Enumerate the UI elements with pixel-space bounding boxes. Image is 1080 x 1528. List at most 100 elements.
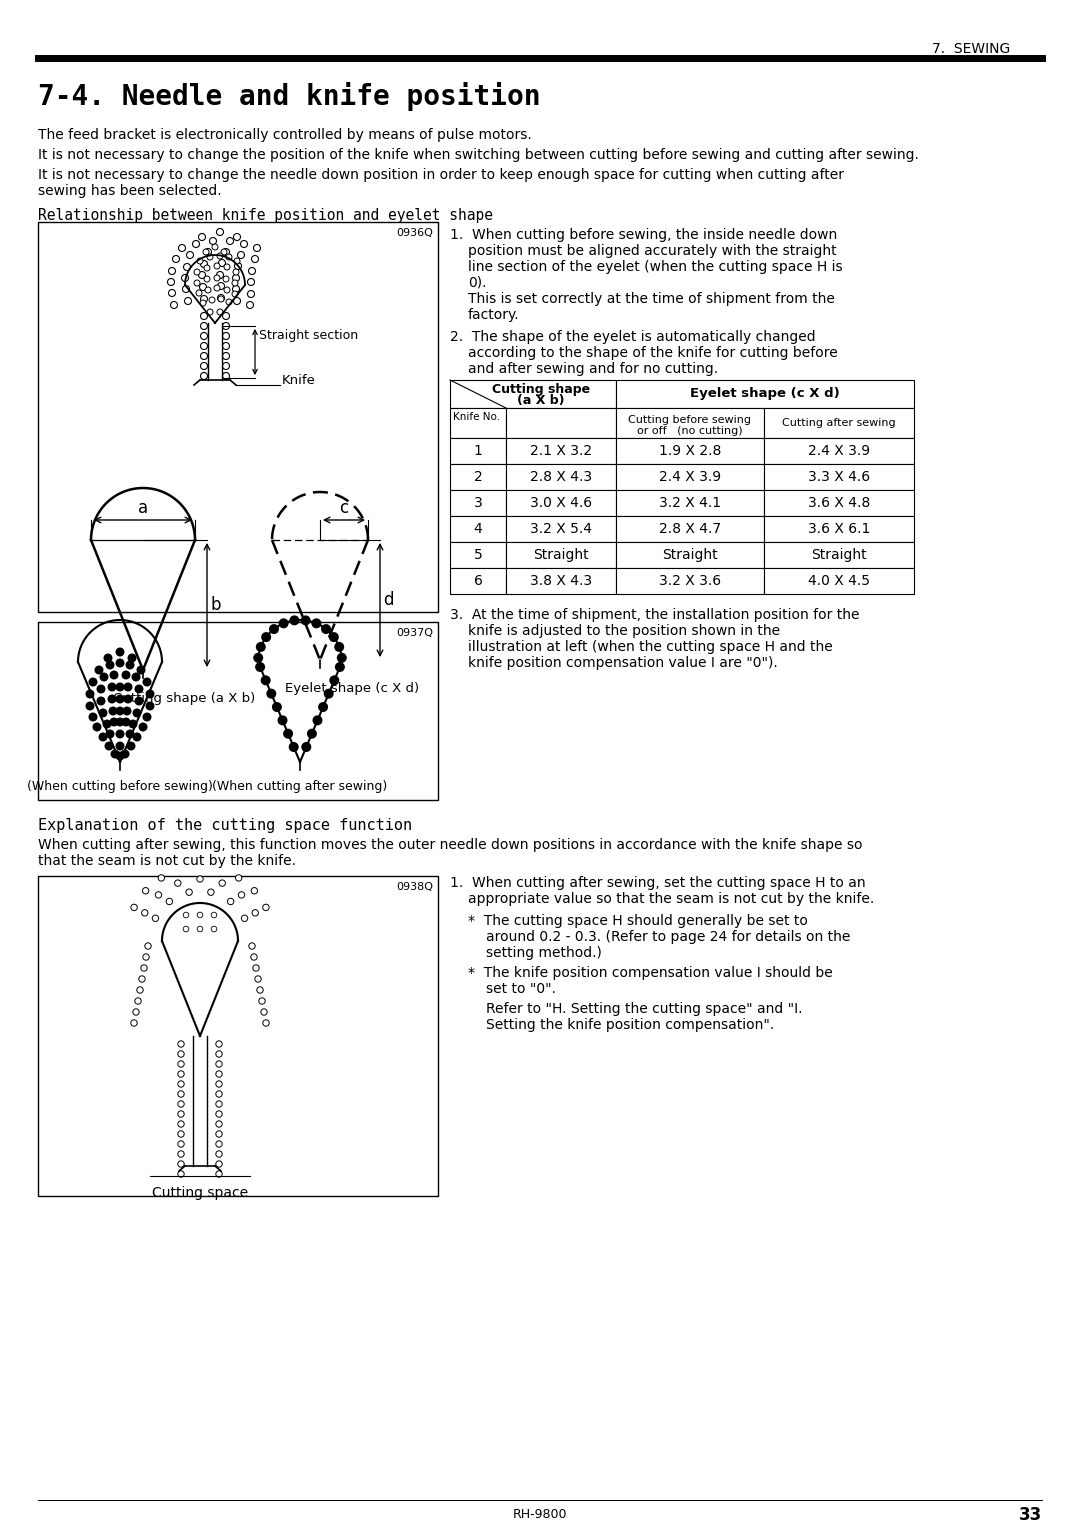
Text: When cutting after sewing, this function moves the outer needle down positions i: When cutting after sewing, this function… — [38, 837, 863, 853]
Circle shape — [248, 267, 256, 275]
Circle shape — [201, 353, 207, 359]
Circle shape — [121, 718, 131, 726]
Circle shape — [216, 1111, 222, 1117]
Circle shape — [184, 263, 190, 270]
Circle shape — [85, 689, 95, 698]
Text: 3.2 X 3.6: 3.2 X 3.6 — [659, 575, 721, 588]
Text: 3.6 X 4.8: 3.6 X 4.8 — [808, 497, 870, 510]
Circle shape — [195, 290, 202, 296]
Bar — [507, 542, 616, 568]
Circle shape — [219, 880, 226, 886]
Bar — [616, 516, 764, 542]
Text: 0).: 0). — [468, 277, 486, 290]
Circle shape — [201, 342, 207, 350]
Circle shape — [267, 689, 276, 698]
Circle shape — [253, 964, 259, 972]
Circle shape — [133, 732, 141, 741]
Circle shape — [200, 299, 206, 306]
Circle shape — [238, 252, 244, 258]
Circle shape — [247, 290, 255, 298]
Circle shape — [288, 743, 299, 752]
Circle shape — [85, 701, 95, 711]
Circle shape — [141, 909, 148, 917]
Circle shape — [222, 277, 229, 283]
Circle shape — [108, 695, 117, 703]
Text: 2.1 X 3.2: 2.1 X 3.2 — [530, 445, 592, 458]
Circle shape — [95, 666, 104, 674]
Circle shape — [217, 295, 225, 301]
Circle shape — [135, 685, 144, 694]
Circle shape — [178, 1071, 185, 1077]
Text: a: a — [138, 500, 148, 516]
Text: Knife: Knife — [282, 374, 315, 388]
Circle shape — [262, 905, 269, 911]
Text: It is not necessary to change the needle down position in order to keep enough s: It is not necessary to change the needle… — [38, 168, 843, 182]
Circle shape — [201, 373, 207, 379]
Circle shape — [168, 267, 175, 275]
Circle shape — [207, 254, 213, 260]
Text: It is not necessary to change the position of the knife when switching between c: It is not necessary to change the positi… — [38, 148, 919, 162]
Text: Cutting space: Cutting space — [152, 1186, 248, 1199]
Circle shape — [216, 1071, 222, 1077]
Circle shape — [260, 1008, 267, 1015]
Circle shape — [194, 280, 200, 286]
Bar — [507, 568, 616, 594]
Circle shape — [178, 244, 186, 252]
Circle shape — [135, 998, 141, 1004]
Circle shape — [210, 296, 215, 303]
Circle shape — [131, 1019, 137, 1027]
Circle shape — [260, 675, 271, 686]
Circle shape — [152, 915, 159, 921]
Text: and after sewing and for no cutting.: and after sewing and for no cutting. — [468, 362, 718, 376]
Text: illustration at left (when the cutting space H and the: illustration at left (when the cutting s… — [468, 640, 833, 654]
Text: 0937Q: 0937Q — [396, 628, 433, 639]
Circle shape — [143, 953, 149, 960]
Circle shape — [192, 240, 200, 248]
Circle shape — [184, 926, 189, 932]
Text: 4: 4 — [474, 523, 483, 536]
Text: Relationship between knife position and eyelet shape: Relationship between knife position and … — [38, 208, 492, 223]
Circle shape — [198, 926, 203, 932]
Circle shape — [108, 706, 118, 715]
Circle shape — [311, 619, 322, 628]
Circle shape — [232, 280, 238, 286]
Circle shape — [116, 683, 124, 692]
Bar — [764, 542, 914, 568]
Circle shape — [257, 987, 264, 993]
Circle shape — [104, 654, 112, 663]
Circle shape — [214, 263, 220, 269]
Text: (When cutting before sewing): (When cutting before sewing) — [27, 779, 213, 793]
Bar — [616, 542, 764, 568]
Circle shape — [233, 234, 241, 240]
Text: Straight: Straight — [811, 549, 867, 562]
Circle shape — [131, 905, 137, 911]
Text: that the seam is not cut by the knife.: that the seam is not cut by the knife. — [38, 854, 296, 868]
Circle shape — [116, 752, 124, 761]
Text: around 0.2 - 0.3. (Refer to page 24 for details on the: around 0.2 - 0.3. (Refer to page 24 for … — [486, 931, 850, 944]
Text: 2.8 X 4.3: 2.8 X 4.3 — [530, 471, 592, 484]
Circle shape — [218, 260, 226, 266]
Circle shape — [96, 697, 106, 706]
Text: 6: 6 — [473, 575, 483, 588]
Circle shape — [329, 675, 339, 686]
Circle shape — [98, 732, 108, 741]
Circle shape — [178, 1161, 185, 1167]
Circle shape — [139, 976, 145, 983]
Circle shape — [171, 301, 177, 309]
Text: 3.6 X 6.1: 3.6 X 6.1 — [808, 523, 870, 536]
Circle shape — [222, 313, 229, 319]
Text: 0936Q: 0936Q — [396, 228, 433, 238]
Circle shape — [253, 652, 264, 663]
Circle shape — [99, 672, 108, 681]
Circle shape — [184, 912, 189, 918]
Circle shape — [126, 741, 135, 750]
Circle shape — [261, 633, 271, 642]
Circle shape — [116, 729, 124, 738]
Circle shape — [224, 264, 230, 270]
Circle shape — [127, 654, 136, 663]
Bar — [764, 465, 914, 490]
Circle shape — [203, 249, 210, 255]
Bar — [507, 490, 616, 516]
Text: 1: 1 — [473, 445, 483, 458]
Circle shape — [109, 671, 119, 680]
